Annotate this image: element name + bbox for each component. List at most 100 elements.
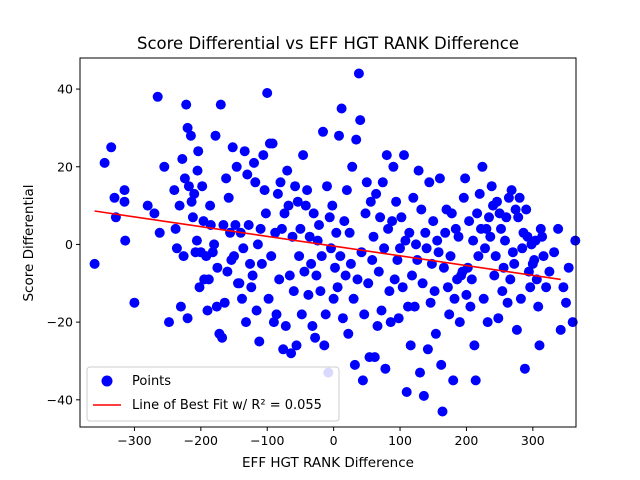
x-tick-label: −100: [250, 433, 284, 448]
data-point: [336, 103, 347, 114]
data-point: [129, 297, 140, 308]
data-point: [430, 328, 441, 339]
data-point: [445, 251, 456, 262]
data-point: [405, 340, 416, 351]
data-point: [446, 208, 457, 219]
data-point: [211, 301, 222, 312]
data-point: [212, 262, 223, 273]
data-point: [294, 251, 305, 262]
y-axis-label: Score Differential: [21, 184, 37, 301]
data-point: [388, 161, 399, 172]
data-point: [490, 251, 501, 262]
legend-points-label: Points: [132, 374, 171, 389]
data-point: [320, 309, 331, 320]
data-point: [303, 289, 314, 300]
data-point: [433, 247, 444, 258]
data-point: [387, 216, 398, 227]
data-point: [501, 212, 512, 223]
data-point: [120, 235, 131, 246]
data-point: [119, 196, 130, 207]
legend-line-label: Line of Best Fit w/ R² = 0.055: [132, 398, 322, 413]
data-point: [515, 293, 526, 304]
data-point: [348, 293, 359, 304]
data-point: [268, 317, 279, 328]
data-point: [152, 91, 163, 102]
x-tick-label: 200: [455, 433, 479, 448]
data-point: [511, 324, 522, 335]
data-point: [379, 243, 390, 254]
plot-area: [80, 58, 576, 427]
data-point: [544, 266, 555, 277]
data-point: [249, 157, 259, 168]
data-point: [549, 247, 560, 258]
x-tick-label: −200: [184, 433, 218, 448]
data-point: [331, 227, 342, 238]
data-point: [522, 231, 533, 242]
data-point: [177, 154, 188, 164]
data-point: [521, 204, 532, 215]
data-point: [509, 258, 520, 269]
data-point: [292, 196, 303, 207]
data-point: [537, 231, 548, 242]
data-point: [383, 223, 394, 234]
data-point: [170, 223, 181, 234]
data-point: [480, 243, 490, 254]
y-tick-label: 40: [57, 82, 73, 97]
data-point: [283, 200, 294, 211]
data-point: [436, 359, 447, 370]
data-point: [280, 321, 291, 331]
data-point: [234, 278, 245, 289]
data-point: [154, 227, 165, 238]
data-point: [369, 352, 380, 363]
data-point: [425, 297, 436, 308]
data-point: [416, 204, 427, 215]
data-point: [372, 321, 383, 331]
data-point: [368, 231, 379, 242]
points-layer: [89, 68, 581, 417]
data-point: [241, 317, 251, 328]
data-point: [450, 223, 461, 234]
data-point: [169, 185, 180, 196]
data-point: [344, 227, 355, 238]
data-point: [469, 340, 480, 351]
data-point: [330, 262, 340, 273]
x-axis-label: EFF HGT RANK Difference: [242, 455, 414, 471]
data-point: [428, 216, 439, 227]
data-point: [421, 243, 432, 254]
data-point: [223, 192, 234, 203]
data-point: [385, 317, 396, 328]
data-point: [178, 251, 189, 262]
data-point: [185, 130, 196, 141]
data-point: [449, 293, 460, 304]
data-point: [278, 344, 289, 355]
data-point: [477, 161, 488, 172]
data-point: [389, 274, 400, 285]
data-point: [174, 200, 185, 211]
data-point: [454, 317, 465, 328]
data-point: [251, 305, 262, 316]
chart-title: Score Differential vs EFF HGT RANK Diffe…: [137, 34, 519, 53]
data-point: [465, 301, 476, 312]
legend-points-marker: [101, 375, 113, 387]
data-point: [227, 142, 238, 153]
data-point: [367, 255, 378, 265]
data-point: [345, 258, 356, 269]
x-tick-label: 300: [521, 433, 545, 448]
data-point: [434, 173, 445, 184]
data-point: [307, 321, 318, 331]
data-point: [288, 286, 299, 297]
x-tick-label: −300: [117, 433, 151, 448]
data-point: [308, 208, 319, 219]
data-point: [482, 317, 493, 328]
data-point: [337, 313, 348, 324]
data-point: [271, 309, 282, 320]
data-point: [503, 192, 514, 203]
data-point: [493, 313, 504, 324]
data-point: [142, 200, 153, 211]
data-point: [89, 258, 100, 269]
x-axis-ticks: −300 −200 −100 0 100 200 300: [117, 427, 545, 448]
data-point: [183, 181, 194, 192]
data-point: [282, 165, 293, 176]
data-point: [485, 231, 496, 242]
